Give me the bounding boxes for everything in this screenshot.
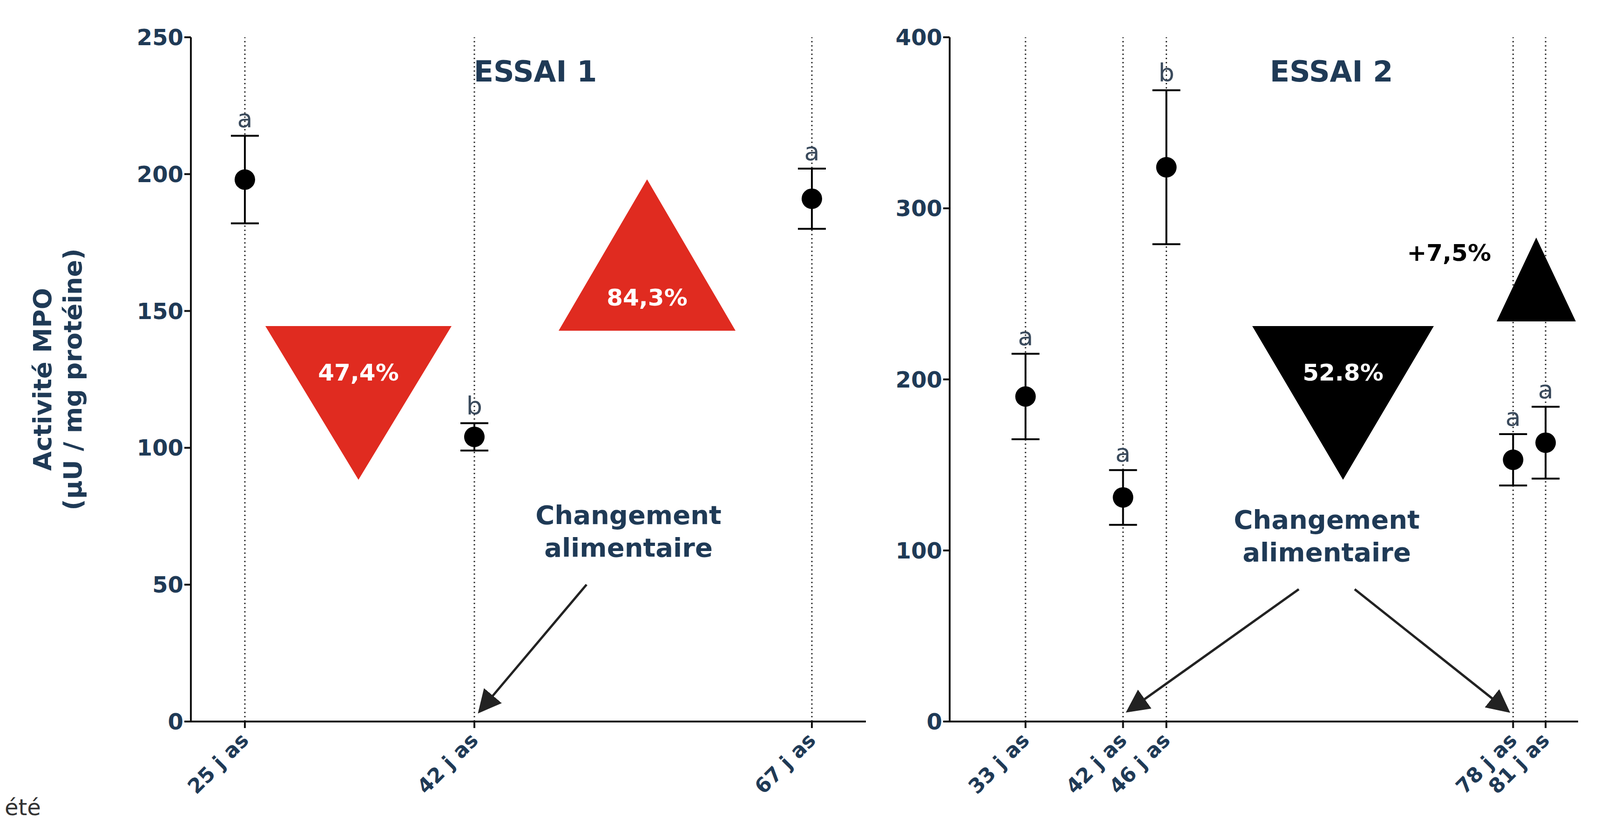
svg-text:été: été [4,793,41,820]
svg-text:42 j as: 42 j as [1061,727,1132,798]
svg-text:b: b [466,391,483,421]
svg-text:a: a [1115,438,1131,468]
svg-text:a: a [1017,321,1033,352]
svg-text:ESSAI 1: ESSAI 1 [473,54,598,89]
svg-text:250: 250 [136,24,184,51]
svg-text:78 j as: 78 j as [1451,727,1522,798]
svg-text:a: a [803,136,820,167]
svg-text:50: 50 [152,571,184,598]
svg-text:100: 100 [136,434,184,461]
svg-text:81 j as: 81 j as [1483,727,1554,798]
svg-text:200: 200 [895,366,943,393]
svg-text:0: 0 [168,708,184,735]
svg-text:200: 200 [136,161,184,188]
svg-text:Changementalimentaire: Changementalimentaire [1233,504,1420,568]
svg-text:Changementalimentaire: Changementalimentaire [535,499,722,563]
svg-text:46 j as: 46 j as [1104,727,1175,798]
svg-text:Activité MPO(µU / mg protéine): Activité MPO(µU / mg protéine) [27,248,88,510]
svg-text:0: 0 [926,708,943,735]
svg-text:a: a [236,103,253,134]
svg-text:47,4%: 47,4% [317,358,399,386]
svg-text:84,3%: 84,3% [606,283,688,311]
svg-text:100: 100 [895,537,943,564]
svg-text:+7,5%: +7,5% [1406,239,1492,267]
svg-text:b: b [1158,58,1175,88]
svg-text:400: 400 [895,24,943,51]
svg-text:150: 150 [136,297,184,325]
svg-text:42 j as: 42 j as [412,727,483,798]
svg-text:a: a [1505,402,1521,432]
svg-text:25 j as: 25 j as [182,727,254,798]
svg-text:ESSAI 2: ESSAI 2 [1269,54,1394,89]
svg-text:a: a [1538,374,1554,405]
svg-text:300: 300 [895,195,943,222]
svg-text:33 j as: 33 j as [963,727,1034,798]
svg-text:67 j as: 67 j as [749,727,821,798]
svg-text:52.8%: 52.8% [1302,358,1384,386]
